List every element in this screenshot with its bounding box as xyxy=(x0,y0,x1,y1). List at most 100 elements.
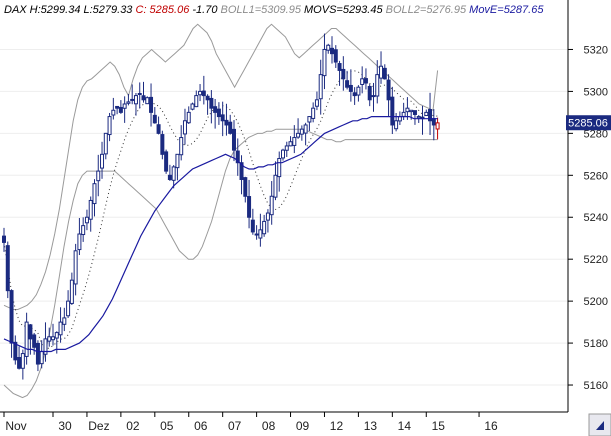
candle-body xyxy=(28,324,33,340)
candle-body xyxy=(262,220,267,235)
bollinger-bands xyxy=(3,23,439,399)
candle-body xyxy=(35,342,40,365)
candle-body xyxy=(167,174,172,180)
candle-body xyxy=(269,195,274,216)
header-item: BOLL1=5309.95 xyxy=(217,4,301,16)
candle-body xyxy=(92,183,97,205)
candle-body xyxy=(179,137,184,156)
candle-body xyxy=(198,90,203,96)
candle-body xyxy=(213,106,218,113)
x-tick-label: 05 xyxy=(160,419,174,433)
candle-body xyxy=(47,336,52,342)
plot-area xyxy=(0,0,568,412)
candle-body xyxy=(152,114,157,124)
header-info: DAX H:5299.34 L:5279.33 C: 5285.06 -1.70… xyxy=(4,4,544,16)
candle-body xyxy=(299,128,304,135)
candle-body xyxy=(254,233,259,236)
candle-body xyxy=(103,132,108,155)
candle-body xyxy=(371,95,376,98)
boll-upper-line xyxy=(3,23,439,310)
x-tick-label: Nov xyxy=(5,419,26,433)
x-tick-label: 14 xyxy=(398,419,412,433)
candle-body xyxy=(258,229,263,239)
candle-body xyxy=(62,317,67,325)
candle-body xyxy=(284,145,289,151)
exponential-moving-average xyxy=(3,116,438,353)
header-item: BOLL2=5276.95 xyxy=(383,4,467,16)
candle-body xyxy=(397,116,402,122)
candle-body xyxy=(322,48,327,77)
candle-body xyxy=(194,95,199,108)
x-tick-label: 16 xyxy=(484,419,498,433)
candle-body xyxy=(24,321,29,357)
x-tick-label: 30 xyxy=(58,419,72,433)
candle-body xyxy=(375,74,380,97)
y-tick-label: 5180 xyxy=(584,338,608,350)
candle-body xyxy=(394,120,399,130)
candle-body xyxy=(228,121,233,134)
y-tick-label: 5300 xyxy=(584,86,608,98)
y-tick-label: 5240 xyxy=(584,212,608,224)
last-price-label: 5285.06 xyxy=(568,118,608,130)
header-item: MOVS=5293.45 xyxy=(301,4,384,16)
candle-body xyxy=(186,111,191,124)
candle-body xyxy=(141,95,146,101)
x-tick-label: 12 xyxy=(330,419,344,433)
x-tick-label: 06 xyxy=(194,419,208,433)
candle-body xyxy=(77,233,82,251)
x-tick-label: 09 xyxy=(296,419,310,433)
candle-body xyxy=(100,153,105,169)
candle-body xyxy=(330,47,335,55)
candle-body xyxy=(9,290,14,344)
candle-body xyxy=(239,162,244,180)
candle-body xyxy=(231,128,236,151)
candle-body xyxy=(345,80,350,88)
candle-body xyxy=(84,216,89,224)
y-tick-label: 5220 xyxy=(584,254,608,266)
y-tick-label: 5320 xyxy=(584,44,608,56)
grid xyxy=(0,48,568,386)
candle-body xyxy=(412,110,417,115)
header-item: C: 5285.06 xyxy=(132,4,190,16)
x-tick-label: 13 xyxy=(364,419,378,433)
candle-body xyxy=(360,78,365,85)
y-tick-label: 5260 xyxy=(584,170,608,182)
candle-body xyxy=(39,350,44,365)
candle-body xyxy=(416,116,421,119)
candle-body xyxy=(13,341,18,361)
candle-body xyxy=(235,150,240,164)
candle-body xyxy=(314,99,319,107)
candle-body xyxy=(2,235,6,243)
y-tick-label: 5160 xyxy=(584,380,608,392)
candle-body xyxy=(273,174,278,198)
candle-body xyxy=(367,85,372,101)
header-item: DAX H:5299.34 L:5279.33 xyxy=(4,4,133,16)
candle-body xyxy=(209,97,214,109)
header-item: -1.70 xyxy=(189,4,218,16)
candle-body xyxy=(107,116,112,136)
candle-body xyxy=(133,95,138,105)
candle-body xyxy=(401,111,406,117)
candle-body xyxy=(171,166,176,181)
candle-body xyxy=(20,353,25,369)
candle-body xyxy=(51,336,56,341)
candle-body xyxy=(379,65,384,79)
candle-body xyxy=(149,96,154,113)
x-tick-label: 07 xyxy=(228,419,242,433)
candle-body xyxy=(363,78,368,84)
candle-body xyxy=(182,120,187,135)
candle-body xyxy=(296,132,301,138)
candle-body xyxy=(224,119,229,126)
candle-body xyxy=(115,105,120,109)
candle-body xyxy=(73,250,78,285)
scroll-corner-button[interactable] xyxy=(588,413,611,436)
candle-body xyxy=(303,124,308,134)
boll-lower-line xyxy=(3,128,438,399)
candle-body xyxy=(265,212,270,221)
candle-body xyxy=(318,74,323,100)
candle-body xyxy=(307,116,312,123)
candle-body xyxy=(66,300,71,317)
candle-body xyxy=(81,225,86,236)
x-tick-label: Dez xyxy=(88,419,109,433)
